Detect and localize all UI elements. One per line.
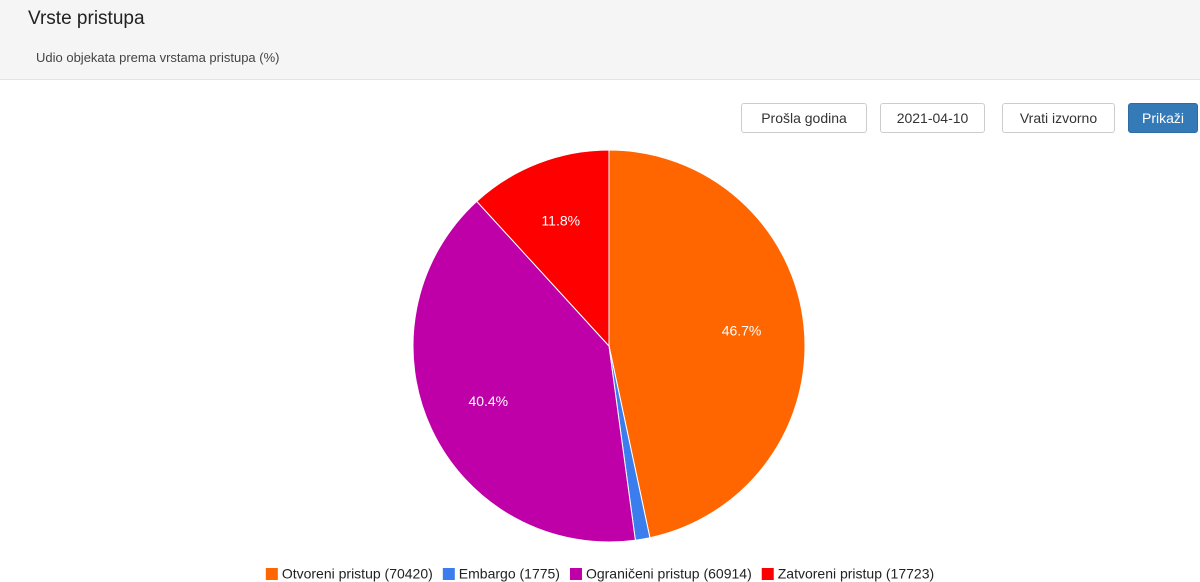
button[interactable]: Prošla godina	[741, 103, 867, 133]
legend-label: Embargo (1775)	[459, 566, 560, 582]
slice-label: 46.7%	[722, 323, 762, 339]
legend-swatch	[761, 568, 774, 580]
legend-swatch	[265, 568, 278, 580]
pie-slice	[412, 200, 636, 543]
button[interactable]: Prikaži	[1128, 103, 1198, 133]
slice-label: 11.8%	[541, 212, 580, 228]
header: Vrste pristupa Udio objekata prema vrsta…	[0, 0, 1200, 80]
button[interactable]: Vrati izvorno	[1002, 103, 1115, 133]
date-field[interactable]: 2021-04-10	[880, 103, 985, 133]
legend-label: Otvoreni pristup (70420)	[282, 566, 433, 582]
legend-swatch	[442, 568, 455, 580]
slice-label: 40.4%	[468, 393, 508, 409]
legend-swatch	[569, 568, 582, 580]
subtitle: Udio objekata prema vrstama pristupa (%)	[36, 50, 280, 65]
pie-slice	[608, 149, 806, 539]
legend-label: Ograničeni pristup (60914)	[586, 566, 752, 582]
pie-slice	[476, 149, 610, 348]
title: Vrste pristupa	[28, 8, 145, 29]
legend-label: Zatvoreni pristup (17723)	[778, 566, 934, 582]
